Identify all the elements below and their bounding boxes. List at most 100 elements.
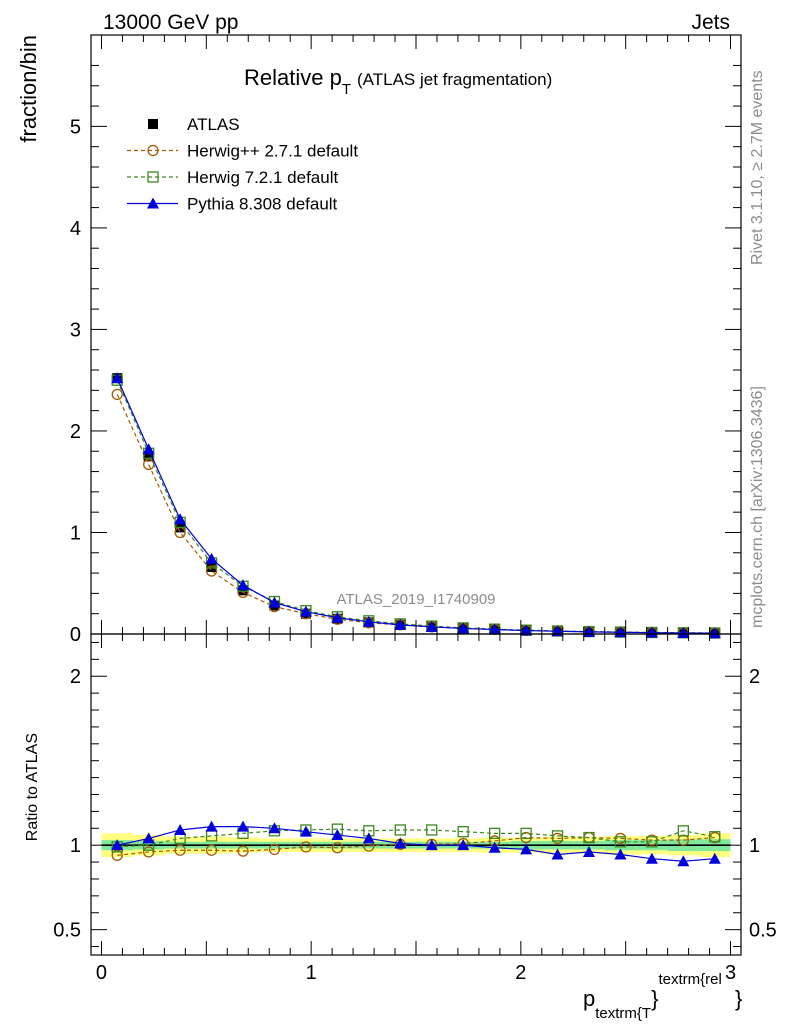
- legend-marker: [147, 144, 159, 157]
- ratio-data-point: [174, 823, 187, 835]
- main-data-point: [205, 552, 218, 564]
- ratio-data-point: [677, 855, 690, 867]
- ratio-data-point: [646, 836, 658, 848]
- main-data-point: [205, 565, 218, 577]
- main-data-point: [457, 622, 470, 634]
- legend-marker: [147, 197, 159, 209]
- ratio-ylabel: Ratio to ATLAS: [24, 733, 41, 841]
- ratio-data-point: [614, 836, 627, 848]
- ratio-data-point: [488, 827, 501, 840]
- main-data-point: [677, 626, 690, 638]
- ratio-y-tick-label-left: 2: [70, 666, 81, 688]
- main-data-point: [488, 623, 501, 635]
- mcplots-label: mcplots.cern.ch [arXiv:1306.3436]: [749, 386, 766, 628]
- ratio-data-point: [299, 825, 312, 837]
- ratio-y-tick-label-right: 0.5: [749, 920, 777, 942]
- ratio-data-point: [551, 830, 564, 842]
- ratio-data-point: [362, 832, 375, 844]
- ratio-data-point: [645, 852, 658, 864]
- header-left: 13000 GeV pp: [103, 11, 238, 34]
- ratio-data-point: [394, 824, 406, 836]
- main-y-tick-label: 1: [70, 522, 81, 544]
- ratio-panel: 0 1 2 3 0.5 0.5 1 1 2 2: [53, 620, 777, 984]
- ratio-data-point: [331, 829, 344, 841]
- ratio-y-tick-label-left: 0.5: [53, 920, 81, 942]
- main-data-point: [174, 513, 187, 525]
- legend-label: Herwig 7.2.1 default: [187, 168, 338, 187]
- ratio-data-point: [143, 846, 155, 858]
- ratio-frame: [90, 633, 742, 956]
- main-data-point: [645, 626, 658, 638]
- main-ylabel: fraction/bin: [16, 35, 41, 143]
- ratio-y-tick-label-left: 1: [70, 835, 81, 857]
- main-y-tick-label: 0: [70, 624, 81, 646]
- plot-title: Relative pT (ATLAS jet fragmentation): [244, 65, 552, 98]
- ratio-xlabel-main: p: [583, 986, 595, 1011]
- header-right: Jets: [691, 11, 730, 34]
- ratio-data-point: [520, 843, 533, 855]
- ratio-xlabel: ptextrm{T}textrm{rel: [583, 971, 722, 1022]
- plot-title-main: Relative p: [244, 65, 342, 90]
- ratio-data-point: [174, 844, 186, 856]
- ratio-series-line: [117, 825, 715, 862]
- legend-label: ATLAS: [187, 115, 240, 134]
- main-panel: 0 1 2 3 4 5: [70, 34, 742, 646]
- rivet-label: Rivet 3.1.10, ≥ 2.7M events: [749, 70, 766, 265]
- main-y-tick-label: 5: [70, 116, 81, 138]
- ratio-xlabel-end: }: [735, 986, 742, 1011]
- legend-marker: [147, 171, 159, 183]
- ratio-y-tick-label-right: 1: [749, 835, 760, 857]
- ratio-data-point: [520, 827, 532, 840]
- ratio-xlabel-sub: textrm{T: [595, 1005, 651, 1022]
- main-data-point: [237, 579, 250, 591]
- ratio-data-point: [677, 834, 689, 846]
- ratio-data-point: [709, 831, 721, 843]
- ratio-y-tick-label-right: 2: [749, 666, 760, 688]
- ratio-data-point: [237, 845, 249, 857]
- main-data-point: [362, 615, 375, 627]
- ratio-data-point: [677, 825, 689, 837]
- main-data-point: [520, 624, 533, 636]
- legend-label: Pythia 8.308 default: [187, 195, 338, 214]
- analysis-watermark: ATLAS_2019_I1740909: [336, 591, 495, 608]
- ratio-data-point: [583, 831, 595, 844]
- main-data-point: [206, 561, 217, 572]
- ratio-data-point: [582, 845, 595, 857]
- ratio-data-point: [268, 822, 281, 834]
- ratio-data-point: [614, 848, 627, 860]
- ratio-data-point: [425, 839, 438, 851]
- ratio-xlabel-close: }: [651, 986, 658, 1011]
- ratio-data-point: [268, 843, 281, 856]
- ratio-x-tick-label: 3: [725, 962, 736, 984]
- main-data-point: [331, 611, 344, 623]
- ratio-data-point: [394, 837, 407, 849]
- legend-marker: [148, 119, 158, 129]
- ratio-x-tick-label: 0: [96, 962, 107, 984]
- main-y-tick-label: 2: [70, 421, 81, 443]
- main-data-point: [111, 388, 123, 401]
- plot-title-paren: (ATLAS jet fragmentation): [357, 70, 552, 89]
- plot-title-sub: T: [342, 81, 351, 98]
- main-data-point: [143, 451, 154, 462]
- ratio-data-point: [708, 852, 721, 864]
- main-data-point: [238, 585, 249, 596]
- ratio-data-point: [457, 826, 469, 838]
- main-y-tick-label: 3: [70, 319, 81, 341]
- ratio-x-tick-label: 2: [515, 962, 526, 984]
- ratio-data-point: [488, 841, 501, 853]
- legend-label: Herwig++ 2.7.1 default: [187, 142, 358, 161]
- ratio-data-point: [300, 841, 312, 853]
- ratio-data-point: [205, 844, 218, 856]
- ratio-data-point: [142, 832, 155, 844]
- main-data-point: [142, 443, 155, 455]
- ratio-data-point: [551, 848, 564, 860]
- ratio-data-point: [237, 820, 250, 832]
- main-data-point: [394, 618, 407, 630]
- ratio-x-tick-label: 1: [306, 962, 317, 984]
- main-data-point: [708, 627, 721, 639]
- ratio-data-point: [205, 820, 218, 832]
- ratio-xlabel-sup: textrm{rel: [658, 971, 721, 988]
- ratio-data-point: [457, 839, 470, 851]
- main-y-tick-label: 4: [70, 218, 81, 240]
